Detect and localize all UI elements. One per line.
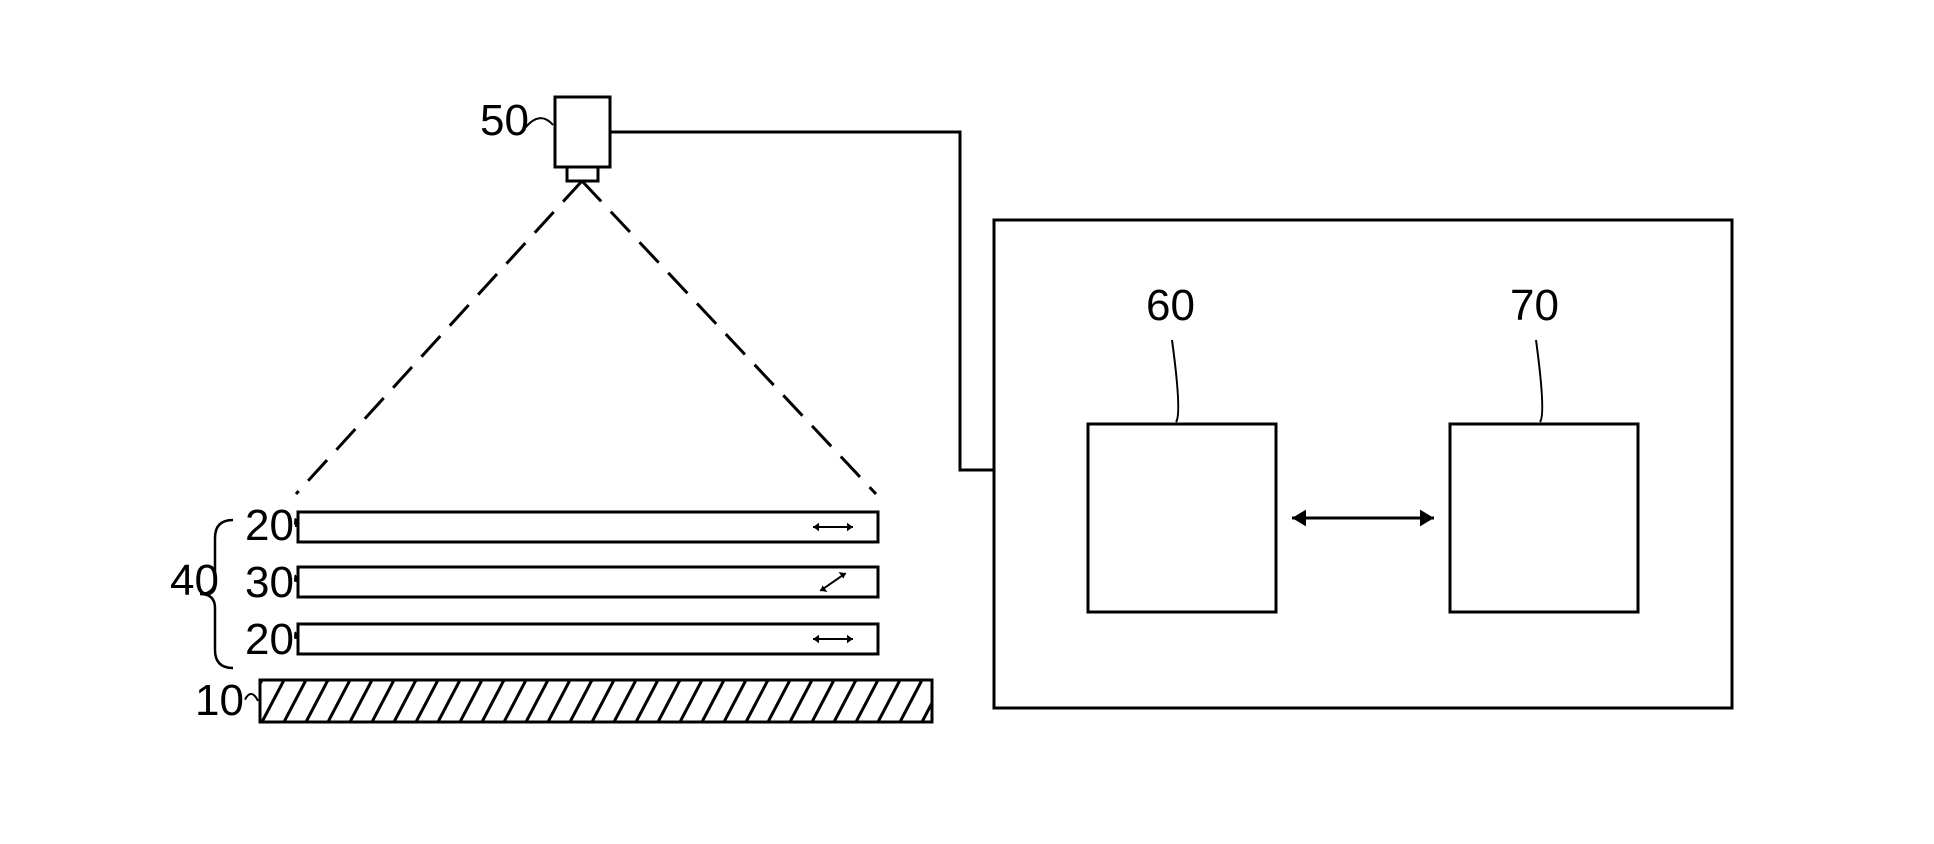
- base-hatch-group: [298, 624, 878, 654]
- diagram-element: [1450, 424, 1638, 612]
- label-20-top: 20: [245, 501, 294, 550]
- diagram-element: [1292, 510, 1306, 527]
- double-arrow-60-70: [1088, 424, 1276, 612]
- camera-lens: [567, 167, 598, 181]
- label-10: [295, 633, 296, 639]
- base-rect: 20: [245, 615, 294, 664]
- fov-line-left: [296, 181, 582, 494]
- layer-30: [813, 523, 819, 531]
- leader-60: 10: [195, 676, 244, 725]
- diagram-element: [1536, 340, 1542, 422]
- leader-30: [298, 567, 878, 597]
- label-50: 50: [480, 96, 529, 145]
- box-70: [245, 694, 258, 701]
- layer-20-top: [298, 512, 878, 542]
- system-outer: [813, 635, 819, 643]
- fov-line-right: [582, 181, 876, 494]
- wire-camera-to-system: [847, 635, 853, 643]
- box-60: [218, 680, 988, 722]
- camera-box: [555, 97, 610, 167]
- leader-20-top: [295, 519, 296, 527]
- label-70: [994, 220, 1732, 708]
- arrow-30: 30: [245, 558, 294, 607]
- diagram-element: [1420, 510, 1434, 527]
- layer-20-bottom: [295, 576, 296, 582]
- label-40: 40: [170, 556, 219, 605]
- diagram-element: 70: [1510, 281, 1559, 330]
- label-30: [847, 523, 853, 531]
- leader-50: [525, 118, 553, 128]
- leader-70: [610, 132, 994, 470]
- diagram-element: 60: [1146, 281, 1195, 330]
- diagram-element: [1172, 340, 1178, 422]
